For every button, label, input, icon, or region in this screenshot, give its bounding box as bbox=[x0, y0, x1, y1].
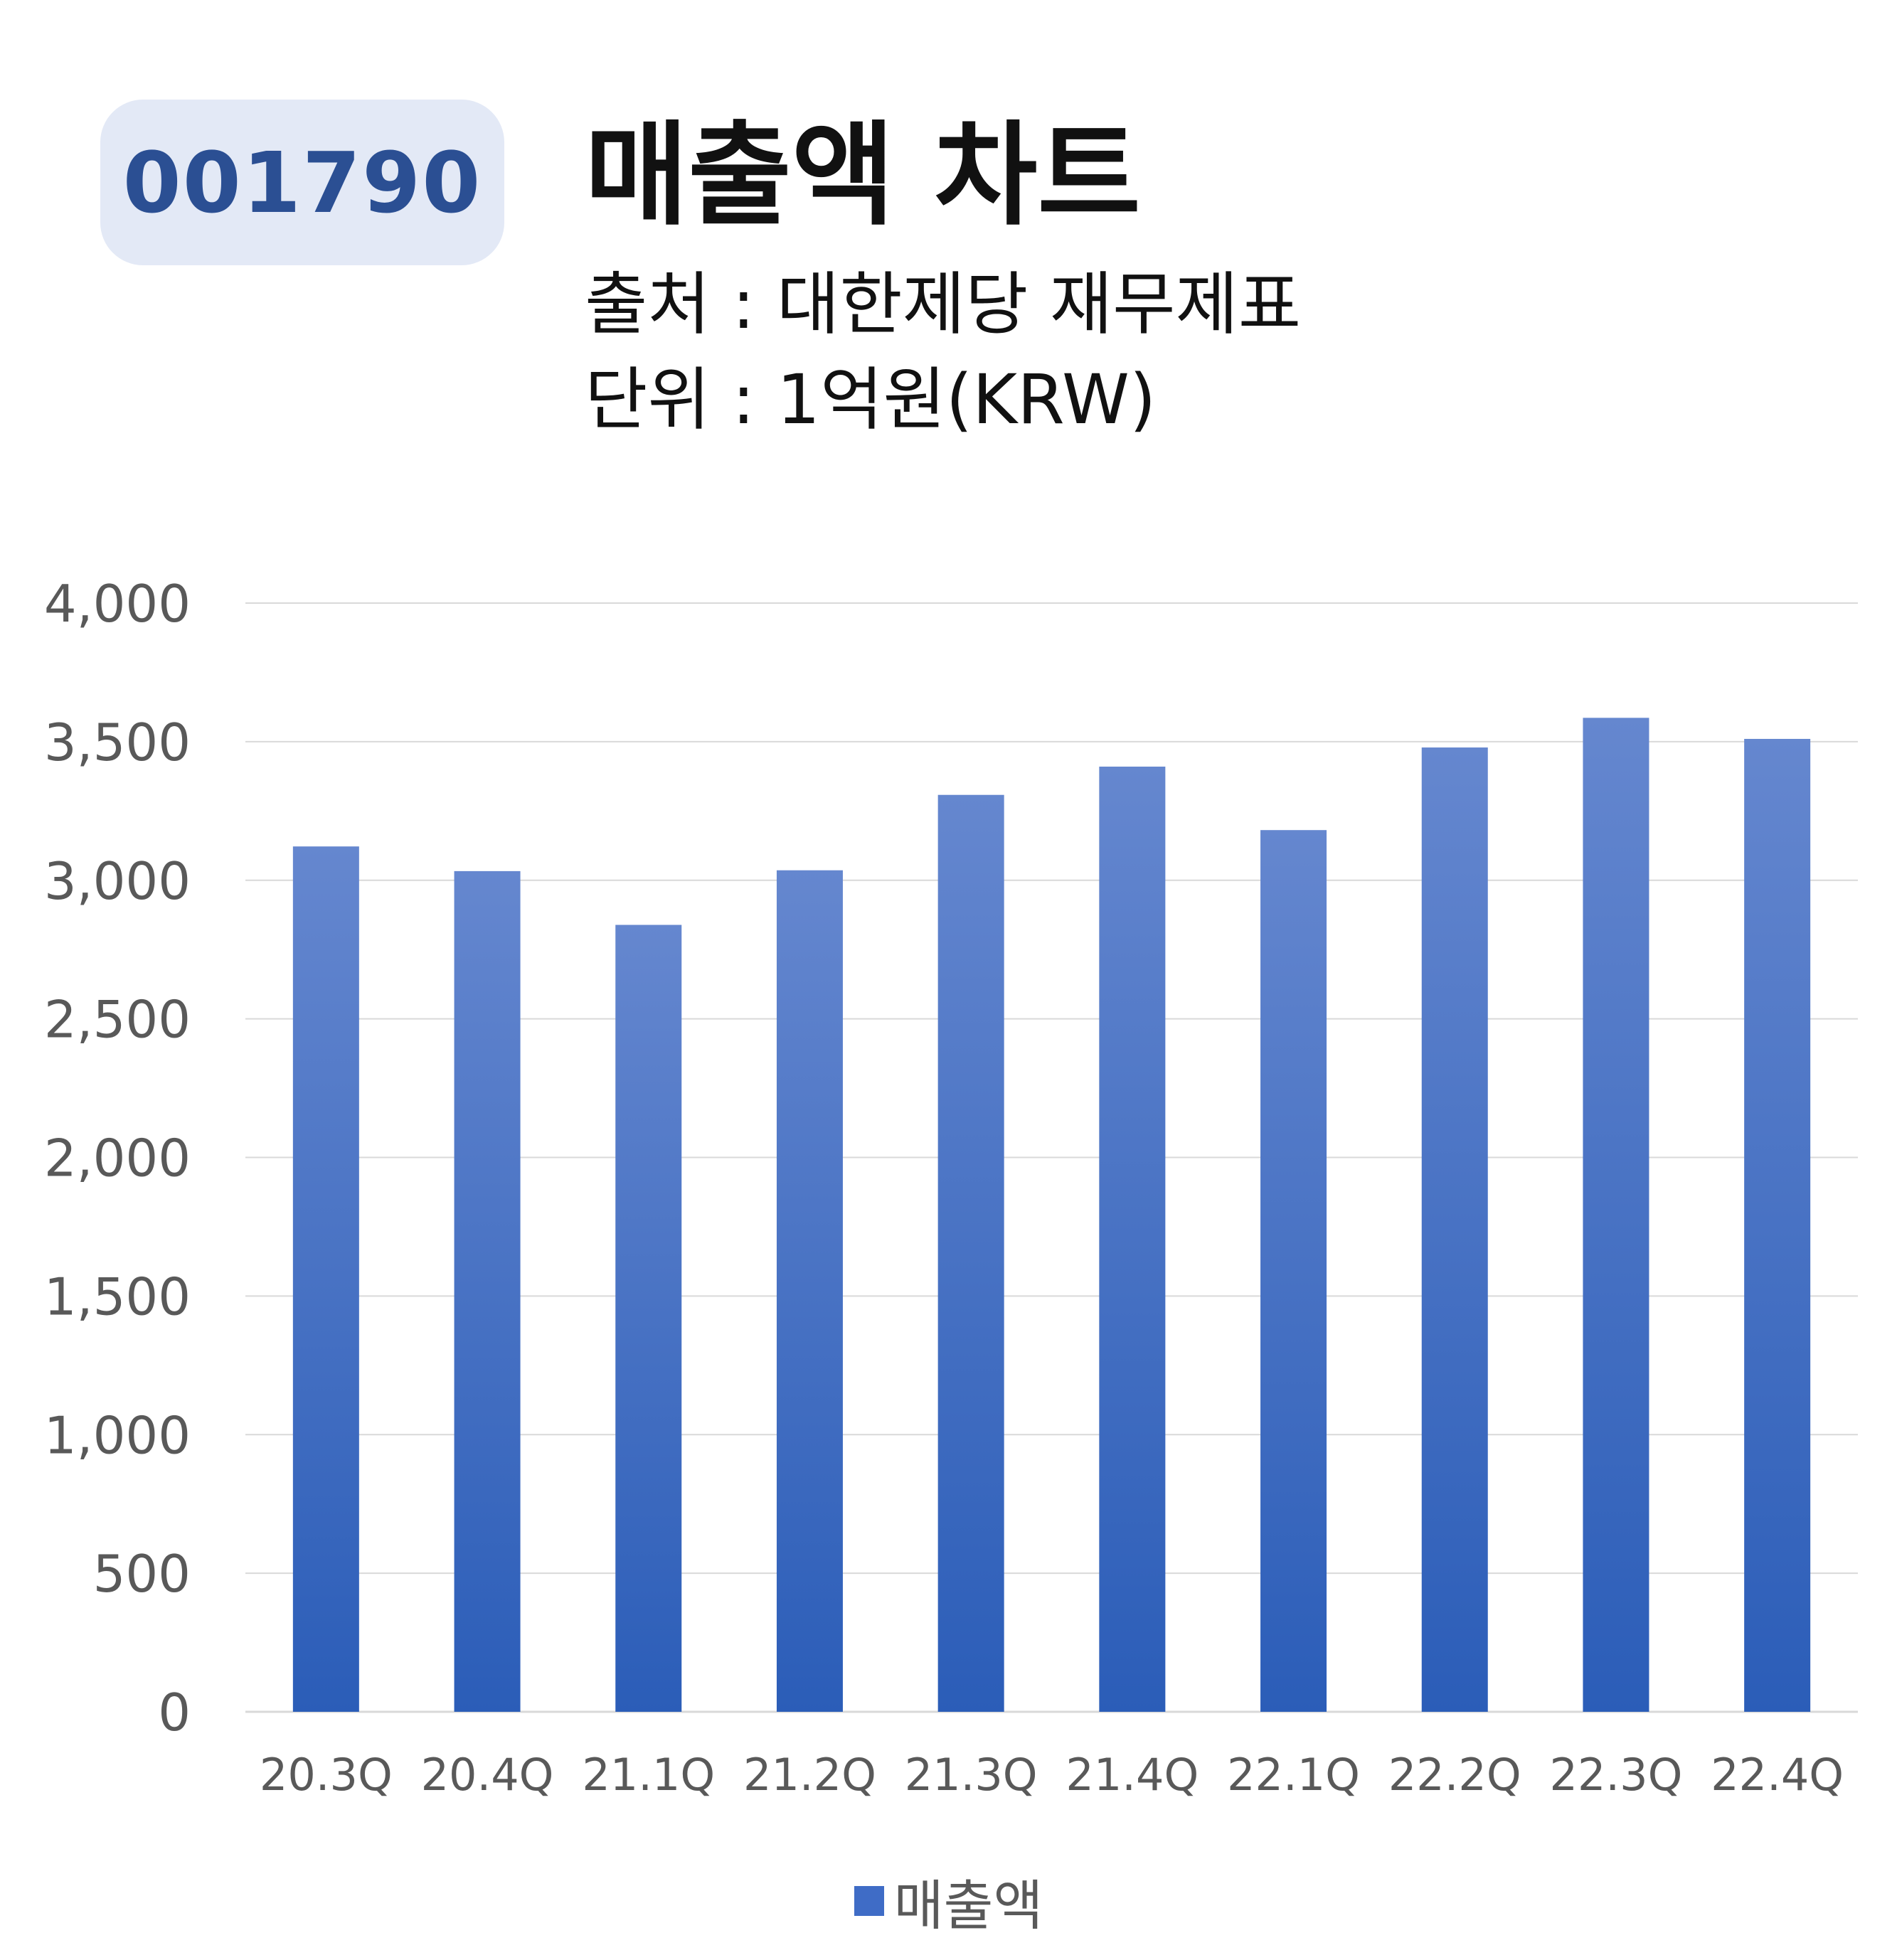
x-tick-label: 20.3Q bbox=[260, 1749, 393, 1801]
bar-22.3Q bbox=[1583, 718, 1649, 1713]
y-tick-label: 2,000 bbox=[44, 1129, 191, 1188]
x-tick-label: 21.1Q bbox=[582, 1749, 715, 1801]
y-axis-ticks: 0 500 1,000 1,500 2,000 2,500 3,000 3,500 4,000 bbox=[44, 574, 191, 1742]
y-tick-label: 500 bbox=[93, 1544, 191, 1604]
x-tick-label: 22.2Q bbox=[1388, 1749, 1521, 1801]
y-tick-label: 0 bbox=[158, 1683, 191, 1742]
bar-22.4Q bbox=[1744, 738, 1811, 1712]
legend-swatch bbox=[854, 1886, 884, 1916]
chart-title: 매출액 차트 bbox=[585, 110, 1141, 241]
bar-20.4Q bbox=[454, 870, 521, 1712]
x-tick-label: 22.4Q bbox=[1711, 1749, 1844, 1801]
x-tick-label: 21.3Q bbox=[905, 1749, 1038, 1801]
bars bbox=[292, 718, 1811, 1713]
x-tick-label: 21.2Q bbox=[743, 1749, 876, 1801]
y-tick-label: 3,500 bbox=[44, 713, 191, 772]
x-tick-label: 22.3Q bbox=[1550, 1749, 1683, 1801]
bar-22.2Q bbox=[1421, 747, 1488, 1712]
x-axis-ticks: 20.3Q 20.4Q 21.1Q 21.2Q 21.3Q 21.4Q 22.1Q 22.2Q… bbox=[260, 1749, 1844, 1801]
bar-20.3Q bbox=[292, 846, 359, 1712]
source-note: 출처 : 대한제당 재무제표 bbox=[585, 265, 1302, 344]
y-tick-label: 2,500 bbox=[44, 990, 191, 1050]
legend-label: 매출액 bbox=[893, 1874, 1043, 1937]
legend: 매출액 bbox=[0, 1862, 1897, 1940]
x-tick-label: 20.4Q bbox=[421, 1749, 554, 1801]
bar-21.1Q bbox=[615, 925, 682, 1712]
y-tick-label: 1,000 bbox=[44, 1405, 191, 1465]
bar-21.3Q bbox=[937, 794, 1004, 1712]
x-tick-label: 21.4Q bbox=[1066, 1749, 1199, 1801]
stock-code-badge: 001790 bbox=[100, 100, 504, 265]
y-tick-label: 3,000 bbox=[44, 851, 191, 911]
unit-note: 단위 : 1억원(KRW) bbox=[585, 360, 1157, 440]
x-tick-label: 22.1Q bbox=[1227, 1749, 1360, 1801]
bar-22.1Q bbox=[1260, 830, 1327, 1712]
y-tick-label: 4,000 bbox=[44, 574, 191, 634]
y-tick-label: 1,500 bbox=[44, 1267, 191, 1326]
stock-code: 001790 bbox=[122, 133, 482, 232]
bar-21.2Q bbox=[776, 870, 843, 1712]
bar-21.4Q bbox=[1099, 766, 1166, 1712]
